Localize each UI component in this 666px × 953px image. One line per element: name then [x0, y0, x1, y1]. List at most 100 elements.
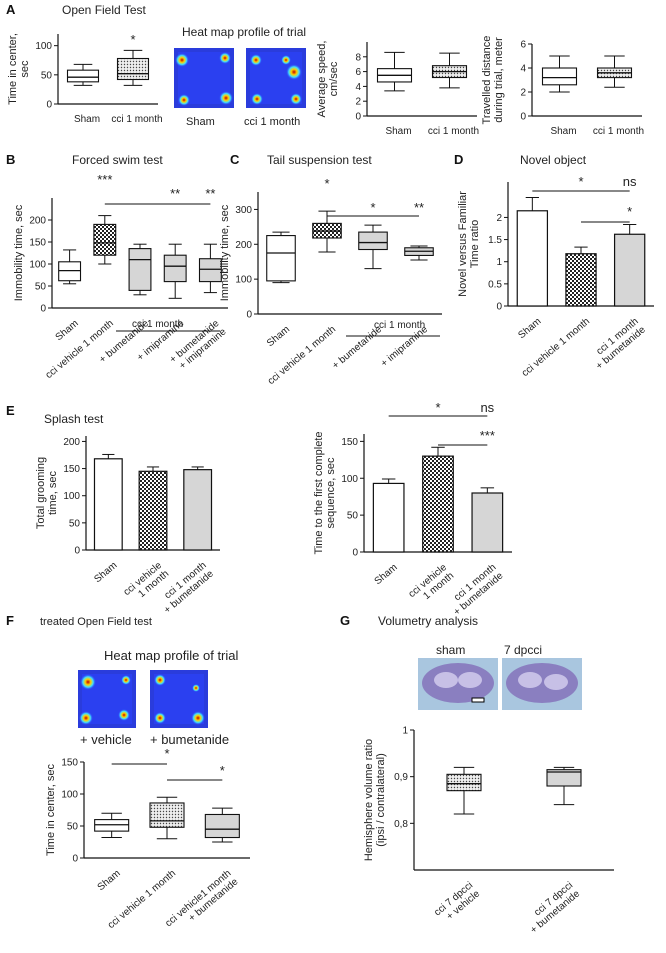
y-tick-label: 0,8 — [394, 819, 408, 830]
category-label: cci 1 month — [593, 126, 644, 137]
y-axis-label-line: cm/sec — [328, 61, 340, 96]
heatmap-label-bumetanide: + bumetanide — [150, 732, 229, 747]
panel-b-title: Forced swim test — [72, 153, 163, 167]
heatmap-label-cci: cci 1 month — [244, 116, 300, 128]
box — [66, 69, 100, 83]
y-tick-label: 0 — [72, 854, 78, 865]
category-label: cci 7 dpcci+ bumetanide — [521, 880, 582, 936]
significance-mark: * — [578, 174, 583, 189]
box — [128, 248, 152, 291]
heatmap-sham-a — [174, 48, 234, 108]
chart-a2: 0 2 4 6 8 Average speed,cm/sec Sham cci 1 month — [316, 41, 479, 137]
panel-letter-g: G — [340, 613, 350, 628]
heatmap-label-sham: Sham — [186, 116, 215, 128]
y-tick-label: 50 — [35, 282, 47, 293]
bar — [93, 458, 123, 551]
category-label-line: Sham — [74, 114, 100, 125]
chart-d: 0 0.5 1 1.5 2 Novel versus FamiliarTime ratio… — [457, 174, 654, 379]
y-tick-label: 0 — [46, 100, 52, 111]
y-tick-label: 100 — [235, 275, 252, 286]
box — [198, 258, 222, 283]
box — [446, 773, 482, 792]
chart-a3: 0 2 4 6 Travelled distanceduring trial, mete… — [481, 36, 644, 137]
panel-c-group-label: cci 1 month — [374, 320, 425, 331]
y-tick-label: 150 — [63, 464, 80, 475]
bar — [565, 253, 597, 307]
y-axis-label-line: Immobility time, sec — [13, 204, 25, 301]
bar — [516, 210, 549, 307]
y-tick-label: 1 — [496, 257, 502, 268]
y-tick-label: 50 — [67, 822, 79, 833]
panel-f-title: treated Open Field test — [40, 616, 152, 628]
y-tick-label: 0 — [74, 546, 80, 557]
y-axis-label-line: Total grooming — [35, 457, 47, 529]
y-tick-label: 100 — [61, 790, 78, 801]
y-axis-label: Immobility time, sec — [219, 204, 231, 301]
panel-letter-f: F — [6, 613, 14, 628]
significance-mark: ** — [170, 186, 180, 201]
y-tick-label: 200 — [235, 240, 252, 251]
panel-g-title: Volumetry analysis — [378, 614, 478, 628]
panel-letter-d: D — [454, 152, 463, 167]
significance-mark: *** — [480, 428, 495, 443]
y-axis-label-line: during trial, meter — [493, 37, 505, 123]
y-tick-label: 150 — [29, 238, 46, 249]
y-axis-label-line: Average speed, — [316, 41, 328, 118]
category-label: + bumetanide — [330, 324, 384, 372]
y-tick-label: 100 — [35, 41, 52, 52]
category-label-line: cci 1 month — [111, 114, 162, 125]
category-label: cci 7 dpcci+ vehicle — [432, 880, 482, 927]
y-tick-label: 4 — [520, 64, 526, 75]
significance-mark: *** — [97, 172, 112, 187]
panel-letter-c: C — [230, 152, 240, 167]
brain-section-sham — [418, 658, 498, 710]
y-tick-label: 150 — [61, 758, 78, 769]
category-label: Sham — [92, 560, 119, 585]
panel-letter-b: B — [6, 152, 15, 167]
category-label-line: Sham — [373, 562, 400, 587]
brain-label-sham: sham — [436, 643, 465, 657]
bar — [613, 233, 646, 307]
y-axis-label-line: Novel versus Familiar — [457, 191, 469, 297]
panel-b-group-label: cci 1 month — [132, 319, 183, 330]
heatmap-cci-a — [246, 48, 306, 108]
box — [541, 67, 578, 86]
y-tick-label: 0 — [520, 112, 526, 123]
category-label: cci vehicle1 month — [122, 560, 172, 607]
category-label: Sham — [516, 316, 543, 341]
panel-a-title: Open Field Test — [62, 3, 146, 17]
y-tick-label: 0 — [246, 310, 252, 321]
y-axis-label: Novel versus FamiliarTime ratio — [457, 191, 481, 297]
bar — [183, 469, 213, 551]
y-axis-label-line: Immobility time, sec — [219, 204, 231, 301]
y-axis-label-line: sec — [19, 60, 31, 78]
y-tick-label: 100 — [29, 260, 46, 271]
chart-b: 0 50 100 150 200 Immobility time, sec Sham cci … — [13, 172, 229, 381]
category-label: Sham — [265, 324, 292, 349]
y-tick-label: 4 — [355, 82, 361, 93]
box — [163, 254, 187, 283]
y-tick-label: 1 — [402, 726, 408, 737]
chart-e2: 0 50 100 150 Time to the first completeseque… — [313, 400, 512, 618]
box — [358, 231, 388, 251]
category-label: cci vehicle1 month — [407, 562, 457, 609]
box — [116, 57, 150, 81]
y-tick-label: 6 — [355, 67, 361, 78]
y-tick-label: 100 — [341, 474, 358, 485]
y-axis-label: Immobility time, sec — [13, 204, 25, 301]
significance-mark: * — [220, 763, 225, 778]
significance-mark: * — [324, 176, 329, 191]
significance-mark: * — [627, 204, 632, 219]
y-tick-label: 0.5 — [488, 279, 502, 290]
y-axis-label: Total groomingtime, sec — [35, 457, 59, 529]
category-label-line: Sham — [516, 316, 543, 341]
category-label: Sham — [74, 114, 100, 125]
y-axis-label: Time in center,sec — [7, 33, 31, 105]
category-label-line: Sham — [265, 324, 292, 349]
y-axis-label-line: time, sec — [47, 470, 59, 515]
y-tick-label: 50 — [41, 70, 53, 81]
brain-section-dpcci — [502, 658, 582, 710]
